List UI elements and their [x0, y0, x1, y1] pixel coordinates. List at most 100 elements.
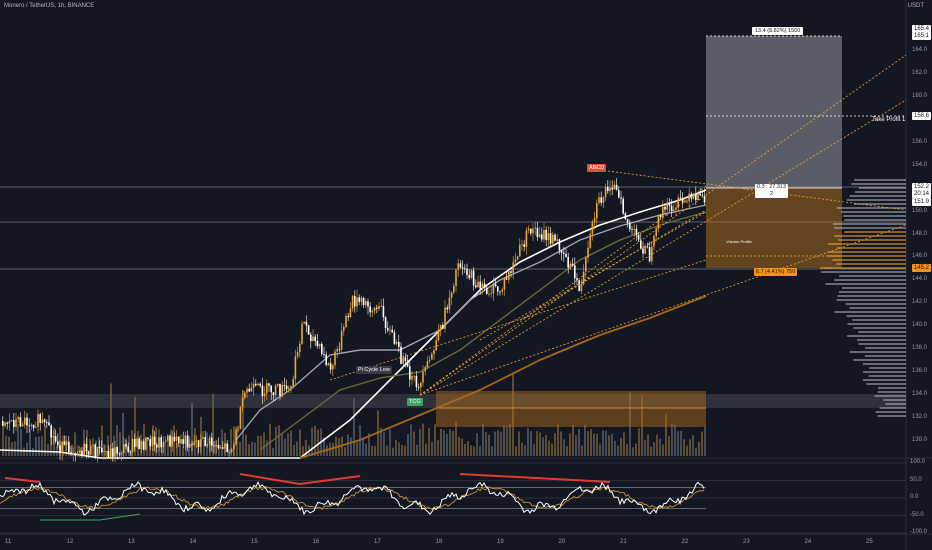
- candle-body: [662, 206, 664, 218]
- candle-body: [50, 425, 52, 438]
- candle-body: [439, 324, 442, 330]
- volume-bar: [593, 433, 595, 456]
- candle-body: [74, 453, 77, 456]
- candle-body: [426, 361, 429, 368]
- candle-body: [644, 246, 646, 254]
- time-tick: 18: [435, 539, 443, 545]
- candle-body: [70, 452, 72, 455]
- volume-bar: [527, 427, 529, 456]
- candle-body: [263, 393, 266, 397]
- volume-bar: [548, 440, 550, 456]
- candle-body: [202, 436, 204, 439]
- volume-bar: [11, 442, 13, 456]
- volume-bar: [545, 435, 547, 456]
- candle-body: [459, 263, 462, 268]
- candle-body: [640, 239, 642, 249]
- price-label: 145.2: [911, 264, 931, 272]
- candle-body: [131, 439, 134, 453]
- volume-bar: [434, 424, 436, 456]
- candle-body: [15, 419, 17, 427]
- volume-bar: [23, 447, 25, 456]
- price-tick: 138.0: [912, 345, 928, 352]
- candle-body: [552, 234, 554, 244]
- volume-bar: [134, 396, 136, 456]
- candle-body: [46, 422, 48, 424]
- candle-body: [164, 440, 167, 442]
- price-tick: 130.0: [912, 437, 928, 443]
- candle-body: [153, 436, 156, 445]
- ratio-label: 0.3 : 27.313 2: [755, 184, 789, 198]
- candle-body: [213, 445, 215, 447]
- osc-tick: -100.0: [910, 529, 928, 535]
- candle-body: [255, 383, 257, 386]
- candle-body: [30, 424, 33, 426]
- candle-body: [389, 329, 391, 331]
- volume-bar: [704, 426, 706, 456]
- volume-bar: [239, 441, 241, 456]
- candle-body: [2, 421, 4, 426]
- candle-body: [61, 441, 63, 454]
- candle-body: [345, 315, 347, 328]
- candle-body: [532, 228, 534, 234]
- volume-bar: [422, 423, 424, 456]
- candle-body: [686, 201, 688, 203]
- candle-body: [294, 356, 297, 379]
- orange-demand-zone: [436, 391, 706, 427]
- candle-body: [261, 385, 264, 397]
- candle-body: [543, 229, 545, 240]
- candle-body: [371, 310, 374, 313]
- candle-body: [468, 274, 470, 278]
- volume-bar: [590, 429, 592, 456]
- volume-bar: [428, 428, 430, 456]
- price-tick: 140.0: [912, 322, 928, 329]
- volume-bar: [20, 429, 22, 456]
- candle-body: [226, 443, 228, 452]
- volume-bar: [398, 442, 400, 456]
- candle-body: [684, 201, 686, 203]
- candle-body: [534, 227, 536, 229]
- candle-body: [277, 383, 279, 386]
- candle-body: [666, 202, 668, 210]
- candle-body: [244, 392, 246, 398]
- volume-bar: [467, 441, 469, 456]
- price-tick: 162.0: [912, 69, 928, 76]
- candle-body: [318, 343, 321, 347]
- volume-bar: [410, 424, 412, 456]
- candle-body: [92, 444, 94, 446]
- candle-body: [329, 363, 332, 370]
- volume-bar: [503, 425, 505, 456]
- candle-body: [149, 439, 151, 447]
- candle-body: [35, 426, 37, 428]
- volume-bar: [638, 428, 640, 456]
- candle-body: [68, 441, 70, 453]
- candle-body: [6, 422, 8, 424]
- volume-bar: [680, 431, 682, 456]
- candle-body: [312, 336, 314, 342]
- pi-cycle-label[interactable]: Pi Cycle Low: [356, 366, 392, 374]
- price-tick: 132.0: [912, 414, 928, 421]
- volume-bar: [92, 445, 94, 456]
- volume-bar: [113, 435, 115, 456]
- price-label: 151.9: [911, 198, 931, 206]
- candle-body: [622, 198, 624, 214]
- candle-body: [589, 234, 591, 248]
- candle-body: [356, 297, 358, 307]
- candle-body: [525, 230, 528, 247]
- candle-body: [620, 197, 622, 199]
- volume-bar: [206, 432, 208, 456]
- abcd-marker[interactable]: ABCD: [587, 164, 607, 172]
- volume-bar: [269, 423, 271, 456]
- volume-bar: [299, 429, 301, 456]
- candle-body: [428, 359, 431, 362]
- price-tick: 142.0: [912, 299, 928, 306]
- volume-bar: [155, 427, 157, 456]
- candle-body: [444, 307, 446, 329]
- volume-bar: [356, 442, 358, 456]
- candle-body: [116, 447, 118, 454]
- candle-body: [569, 263, 572, 268]
- divergence-line: [299, 475, 361, 485]
- green-signal-marker[interactable]: TCG: [407, 398, 423, 406]
- candle-body: [411, 375, 413, 380]
